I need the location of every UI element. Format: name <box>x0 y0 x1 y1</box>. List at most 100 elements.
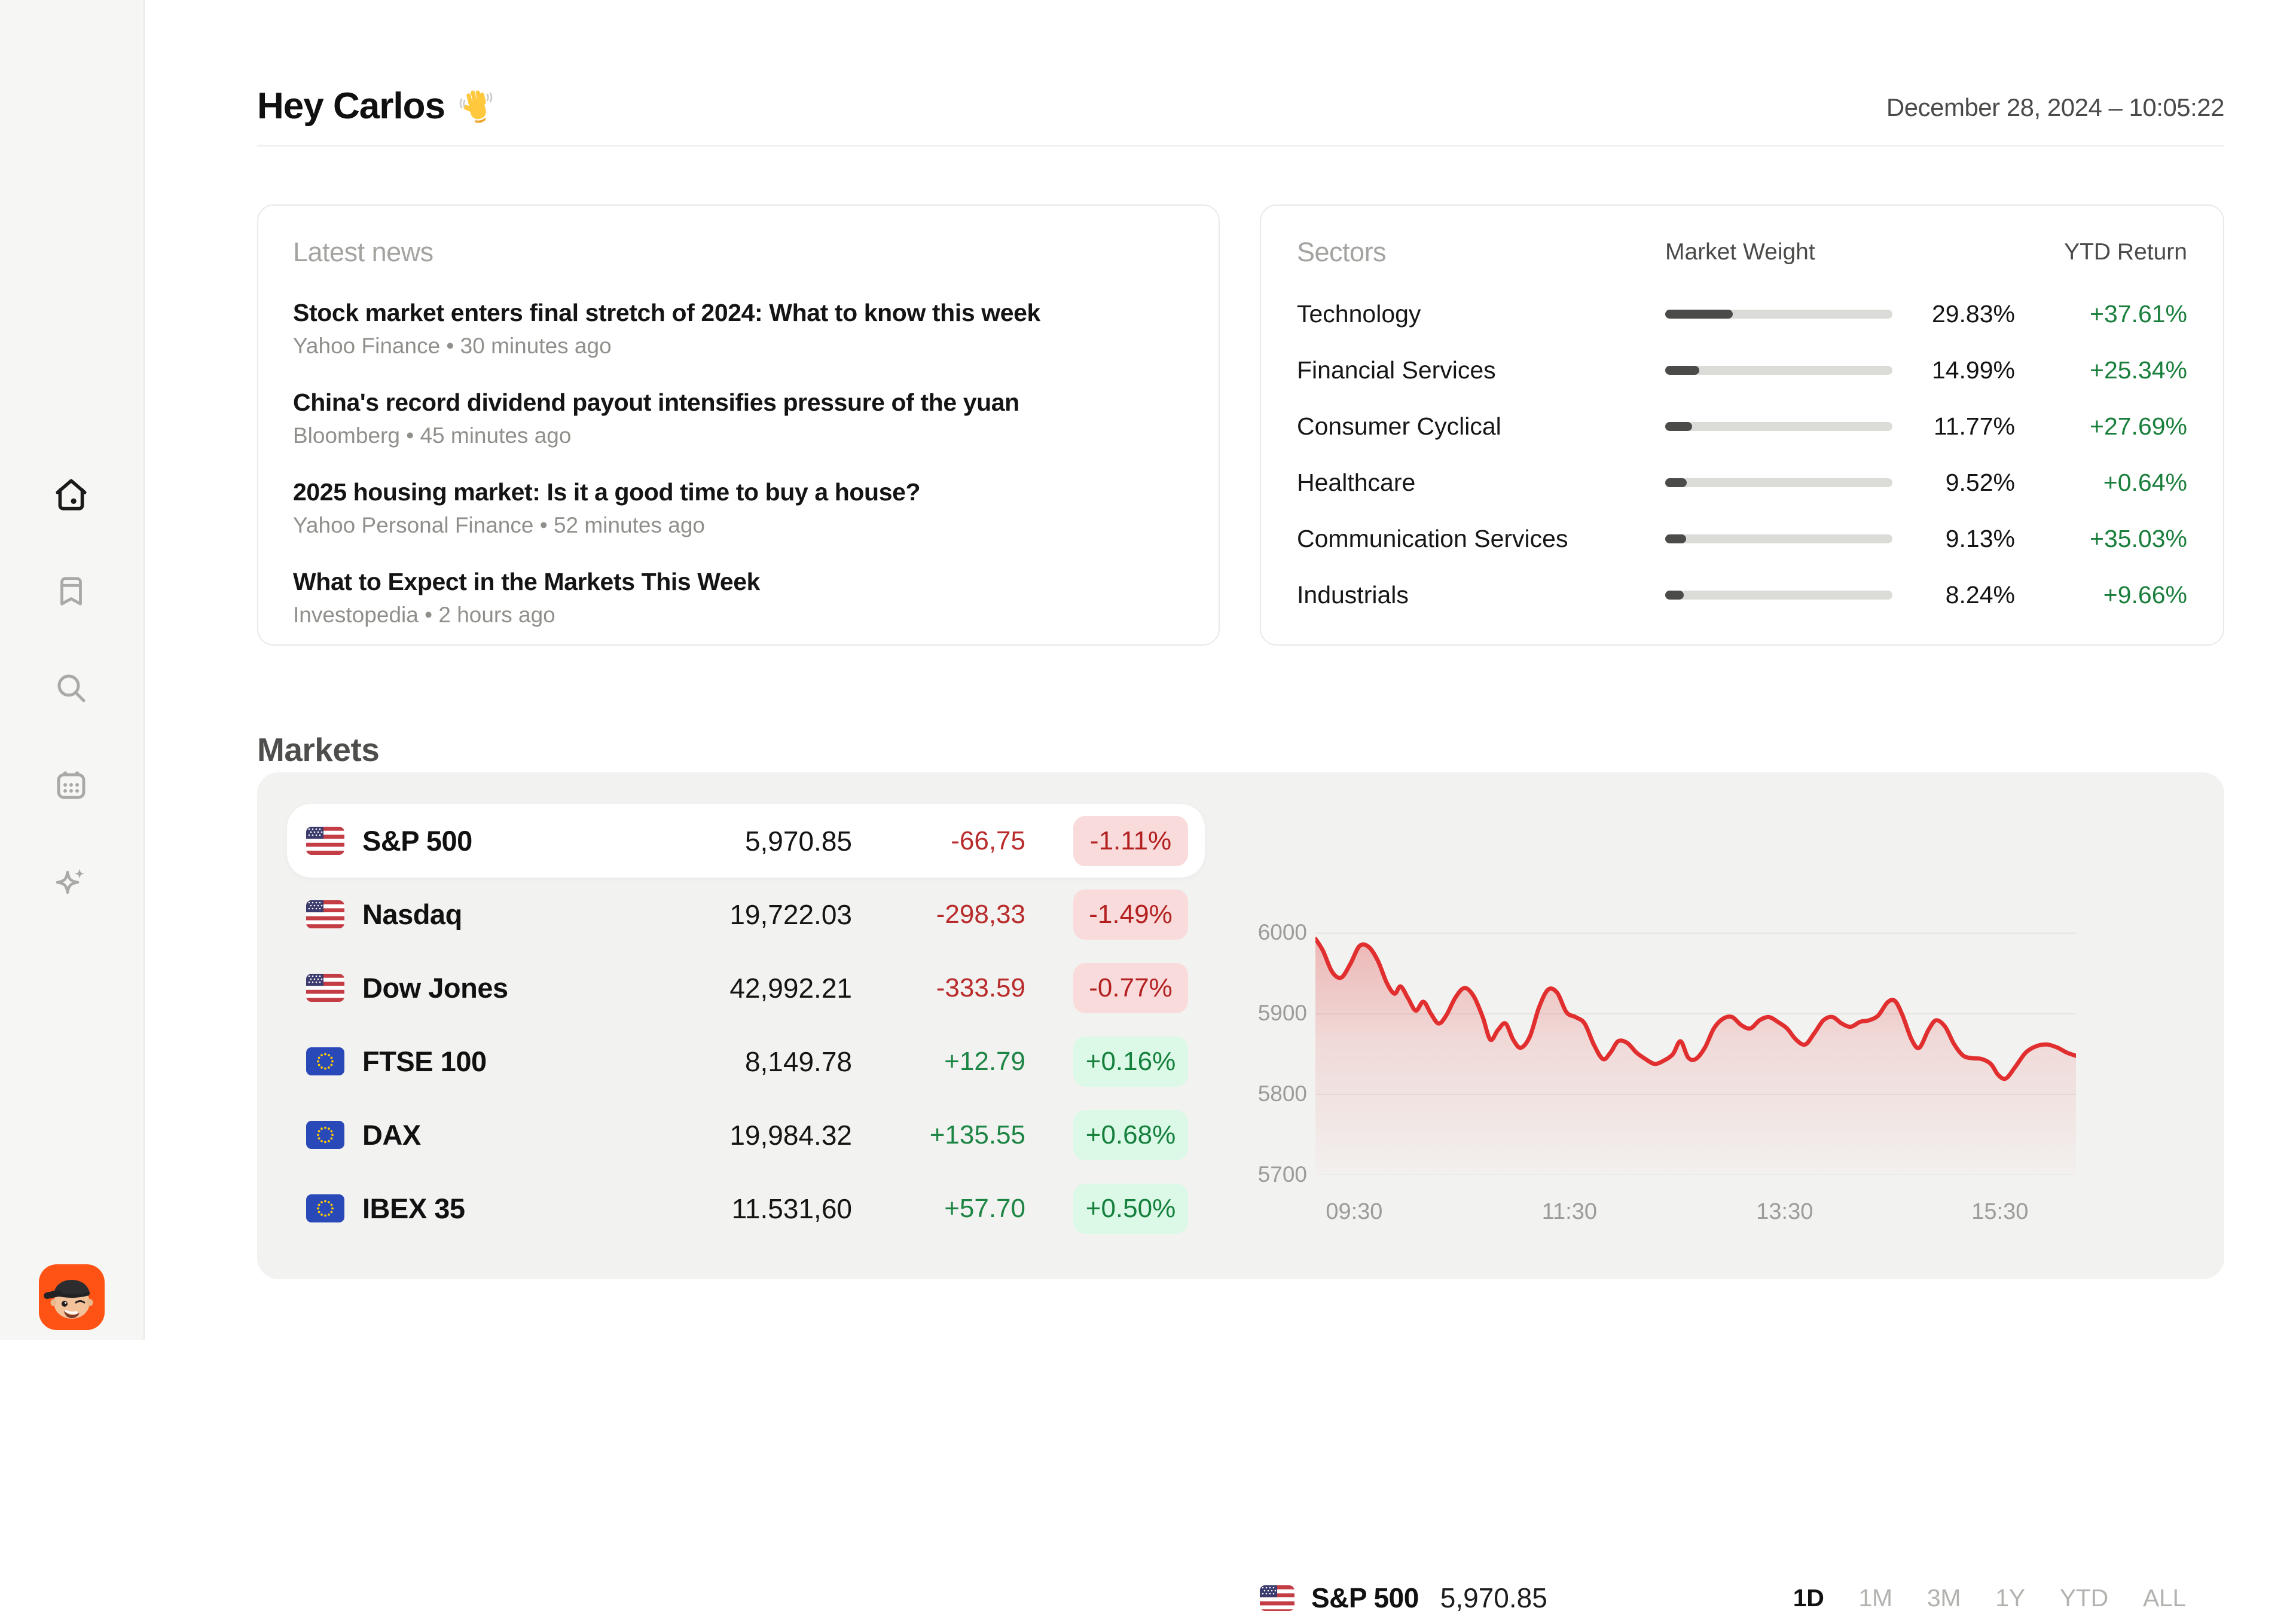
sectors-card-title: Sectors <box>1297 237 1387 267</box>
dashboard-root: Hey Carlos December 28, 2024 – 10:05:22 … <box>0 0 2225 1613</box>
news-headline: China's record dividend payout intensifi… <box>293 389 1019 416</box>
sidebar-item-search[interactable] <box>52 669 90 707</box>
news-item[interactable]: China's record dividend payout intensifi… <box>293 386 1184 448</box>
index-percent-badge: -0.77% <box>1073 962 1188 1013</box>
market-weight-bar-fill <box>1665 421 1692 431</box>
sector-weight-value: 14.99% <box>1931 356 2015 384</box>
search-icon <box>57 674 86 702</box>
sidebar-item-bookmarks[interactable] <box>52 572 90 610</box>
chart-flag <box>1260 1585 1294 1611</box>
index-flag <box>306 1047 344 1075</box>
market-weight-bar <box>1665 590 1892 600</box>
chart-index-value: 5,970.85 <box>1440 1582 1547 1613</box>
range-button-1d[interactable]: 1D <box>1793 1584 1824 1612</box>
news-meta: Yahoo Personal Finance • 52 minutes ago <box>293 513 705 537</box>
index-name: IBEX 35 <box>362 1193 465 1224</box>
index-percent-badge: +0.16% <box>1073 1036 1188 1087</box>
index-name: FTSE 100 <box>362 1046 487 1077</box>
time-range-selector: 1D 1M 3M 1Y YTD ALL <box>1793 1584 2187 1612</box>
index-change: +12.79 <box>944 1046 1025 1076</box>
greeting-text: Hey Carlos <box>257 85 445 127</box>
chart-index-name: S&P 500 <box>1311 1582 1419 1613</box>
us-flag-icon <box>306 827 344 855</box>
chart-header: S&P 500 5,970.85 <box>1260 1582 1547 1614</box>
sector-name: Communication Services <box>1297 524 1568 552</box>
user-avatar[interactable] <box>39 1264 105 1330</box>
index-name: Dow Jones <box>362 972 508 1004</box>
index-percent-badge: -1.11% <box>1073 815 1188 866</box>
index-flag <box>306 827 344 855</box>
news-headline: What to Expect in the Markets This Week <box>293 568 761 595</box>
sector-row: Consumer Cyclical 11.77% +27.69% <box>1297 398 2187 454</box>
range-button-all[interactable]: ALL <box>2142 1584 2186 1612</box>
market-weight-bar <box>1665 309 1892 319</box>
news-item[interactable]: What to Expect in the Markets This Week … <box>293 565 1184 628</box>
eu-flag-icon <box>306 1121 344 1149</box>
y-axis-label: 5700 <box>1257 1162 1307 1187</box>
market-index-row[interactable]: IBEX 35 11.531,60 +57.70 +0.50% <box>287 1172 1205 1245</box>
market-index-row[interactable]: DAX 19,984.32 +135.55 +0.68% <box>287 1098 1205 1172</box>
news-item[interactable]: 2025 housing market: Is it a good time t… <box>293 476 1184 538</box>
chart-line <box>1315 937 2076 1081</box>
index-flag <box>306 974 344 1002</box>
sector-ytd-value: +0.64% <box>2103 468 2187 496</box>
index-flag <box>306 1121 344 1149</box>
sector-name: Financial Services <box>1297 356 1496 384</box>
sidebar-item-home[interactable] <box>52 475 90 513</box>
index-percent-badge: -1.49% <box>1073 889 1188 940</box>
market-weight-bar-fill <box>1665 590 1684 600</box>
index-value: 19,722.03 <box>729 898 852 930</box>
index-value: 19,984.32 <box>729 1119 852 1151</box>
sector-ytd-value: +27.69% <box>2090 412 2187 440</box>
sidebar-item-ai-assistant[interactable] <box>52 863 90 901</box>
index-change: -66,75 <box>951 826 1025 855</box>
page-title: Hey Carlos <box>257 85 496 127</box>
index-change: -298,33 <box>936 899 1025 929</box>
market-weight-bar-fill <box>1665 365 1699 375</box>
index-name: Nasdaq <box>362 898 462 930</box>
us-flag-icon <box>1260 1585 1294 1611</box>
y-axis-label: 6000 <box>1257 920 1307 944</box>
range-button-1y[interactable]: 1Y <box>1995 1584 2025 1612</box>
sidebar-item-calendar[interactable] <box>52 766 90 804</box>
index-value: 8,149.78 <box>744 1046 852 1077</box>
range-button-ytd[interactable]: YTD <box>2059 1584 2108 1612</box>
index-flag <box>306 1194 344 1222</box>
eu-flag-icon <box>306 1194 344 1222</box>
sector-row: Technology 29.83% +37.61% <box>1297 286 2187 342</box>
bookmark-icon <box>60 577 82 606</box>
index-value: 5,970.85 <box>744 825 852 857</box>
range-button-3m[interactable]: 3M <box>1926 1584 1961 1612</box>
market-index-row[interactable]: FTSE 100 8,149.78 +12.79 +0.16% <box>287 1025 1205 1098</box>
sector-weight-value: 29.83% <box>1931 299 2015 328</box>
market-weight-bar <box>1665 421 1892 431</box>
news-meta: Investopedia • 2 hours ago <box>293 603 555 627</box>
market-index-row[interactable]: S&P 500 5,970.85 -66,75 -1.11% <box>287 804 1205 878</box>
news-item[interactable]: Stock market enters final stretch of 202… <box>293 296 1184 359</box>
calendar-icon <box>57 771 86 799</box>
news-headline: 2025 housing market: Is it a good time t… <box>293 478 921 506</box>
sector-weight-value: 9.52% <box>1945 468 2015 496</box>
y-axis-label: 5800 <box>1257 1081 1307 1106</box>
sector-row: Industrials 8.24% +9.66% <box>1297 567 2187 623</box>
market-index-row[interactable]: Nasdaq 19,722.03 -298,33 -1.49% <box>287 878 1205 951</box>
sector-ytd-value: +35.03% <box>2090 524 2187 552</box>
market-weight-bar <box>1665 478 1892 487</box>
sector-weight-value: 11.77% <box>1933 412 2015 440</box>
sector-name: Consumer Cyclical <box>1297 412 1501 440</box>
column-header-market-weight: Market Weight <box>1665 239 1815 265</box>
home-icon <box>56 479 87 511</box>
us-flag-icon <box>306 900 344 928</box>
eu-flag-icon <box>306 1047 344 1075</box>
news-meta: Bloomberg • 45 minutes ago <box>293 423 572 448</box>
sector-ytd-value: +25.34% <box>2090 356 2187 384</box>
index-name: DAX <box>362 1119 421 1151</box>
news-card-title: Latest news <box>293 237 433 267</box>
range-button-1m[interactable]: 1M <box>1858 1584 1893 1612</box>
sparkles-icon <box>56 869 84 894</box>
sector-row: Communication Services 9.13% +35.03% <box>1297 511 2187 567</box>
sector-ytd-value: +9.66% <box>2103 580 2187 609</box>
sector-name: Technology <box>1297 299 1421 328</box>
index-value: 11.531,60 <box>731 1193 852 1224</box>
market-index-row[interactable]: Dow Jones 42,992.21 -333.59 -0.77% <box>287 951 1205 1025</box>
